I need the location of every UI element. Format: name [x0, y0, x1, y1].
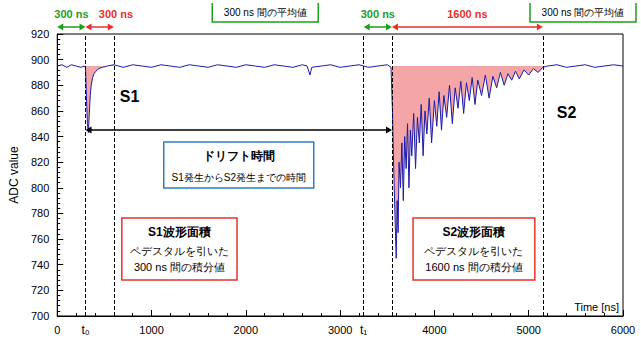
svg-text:S1波形面積: S1波形面積	[148, 225, 211, 239]
svg-text:1600 ns 間の積分値: 1600 ns 間の積分値	[425, 261, 522, 273]
svg-text:820: 820	[31, 156, 49, 168]
svg-text:6000: 6000	[611, 324, 635, 336]
svg-text:ペデスタルを引いた: ペデスタルを引いた	[424, 245, 523, 257]
svg-text:900: 900	[31, 54, 49, 66]
svg-text:S1: S1	[120, 88, 140, 105]
svg-text:300 ns 間の平均値: 300 ns 間の平均値	[224, 7, 307, 18]
svg-text:2000: 2000	[234, 324, 258, 336]
svg-text:1000: 1000	[139, 324, 163, 336]
svg-text:t₁: t₁	[360, 323, 367, 337]
svg-text:720: 720	[31, 284, 49, 296]
svg-text:S1発生からS2発生までの時間: S1発生からS2発生までの時間	[172, 172, 306, 183]
svg-text:ペデスタルを引いた: ペデスタルを引いた	[130, 245, 229, 257]
svg-text:880: 880	[31, 79, 49, 91]
svg-text:300 ns: 300 ns	[54, 8, 88, 20]
svg-text:760: 760	[31, 233, 49, 245]
svg-text:S2: S2	[557, 104, 577, 121]
svg-text:300 ns 間の積分値: 300 ns 間の積分値	[134, 261, 225, 273]
svg-text:300 ns 間の平均値: 300 ns 間の平均値	[542, 7, 625, 18]
svg-text:800: 800	[31, 182, 49, 194]
svg-text:300 ns: 300 ns	[361, 8, 395, 20]
svg-text:0: 0	[54, 324, 60, 336]
svg-text:920: 920	[31, 28, 49, 40]
svg-text:S2波形面積: S2波形面積	[443, 225, 506, 239]
svg-text:740: 740	[31, 259, 49, 271]
svg-text:1600 ns: 1600 ns	[447, 8, 487, 20]
svg-text:t₀: t₀	[81, 323, 89, 337]
svg-text:860: 860	[31, 105, 49, 117]
svg-text:300 ns: 300 ns	[99, 8, 133, 20]
svg-text:4000: 4000	[422, 324, 446, 336]
svg-text:ADC value: ADC value	[7, 146, 21, 204]
svg-text:840: 840	[31, 131, 49, 143]
svg-text:700: 700	[31, 310, 49, 322]
svg-text:780: 780	[31, 207, 49, 219]
svg-text:ドリフト時間: ドリフト時間	[203, 149, 275, 163]
svg-text:5000: 5000	[516, 324, 540, 336]
svg-text:3000: 3000	[328, 324, 352, 336]
svg-text:Time [ns]: Time [ns]	[574, 301, 619, 313]
